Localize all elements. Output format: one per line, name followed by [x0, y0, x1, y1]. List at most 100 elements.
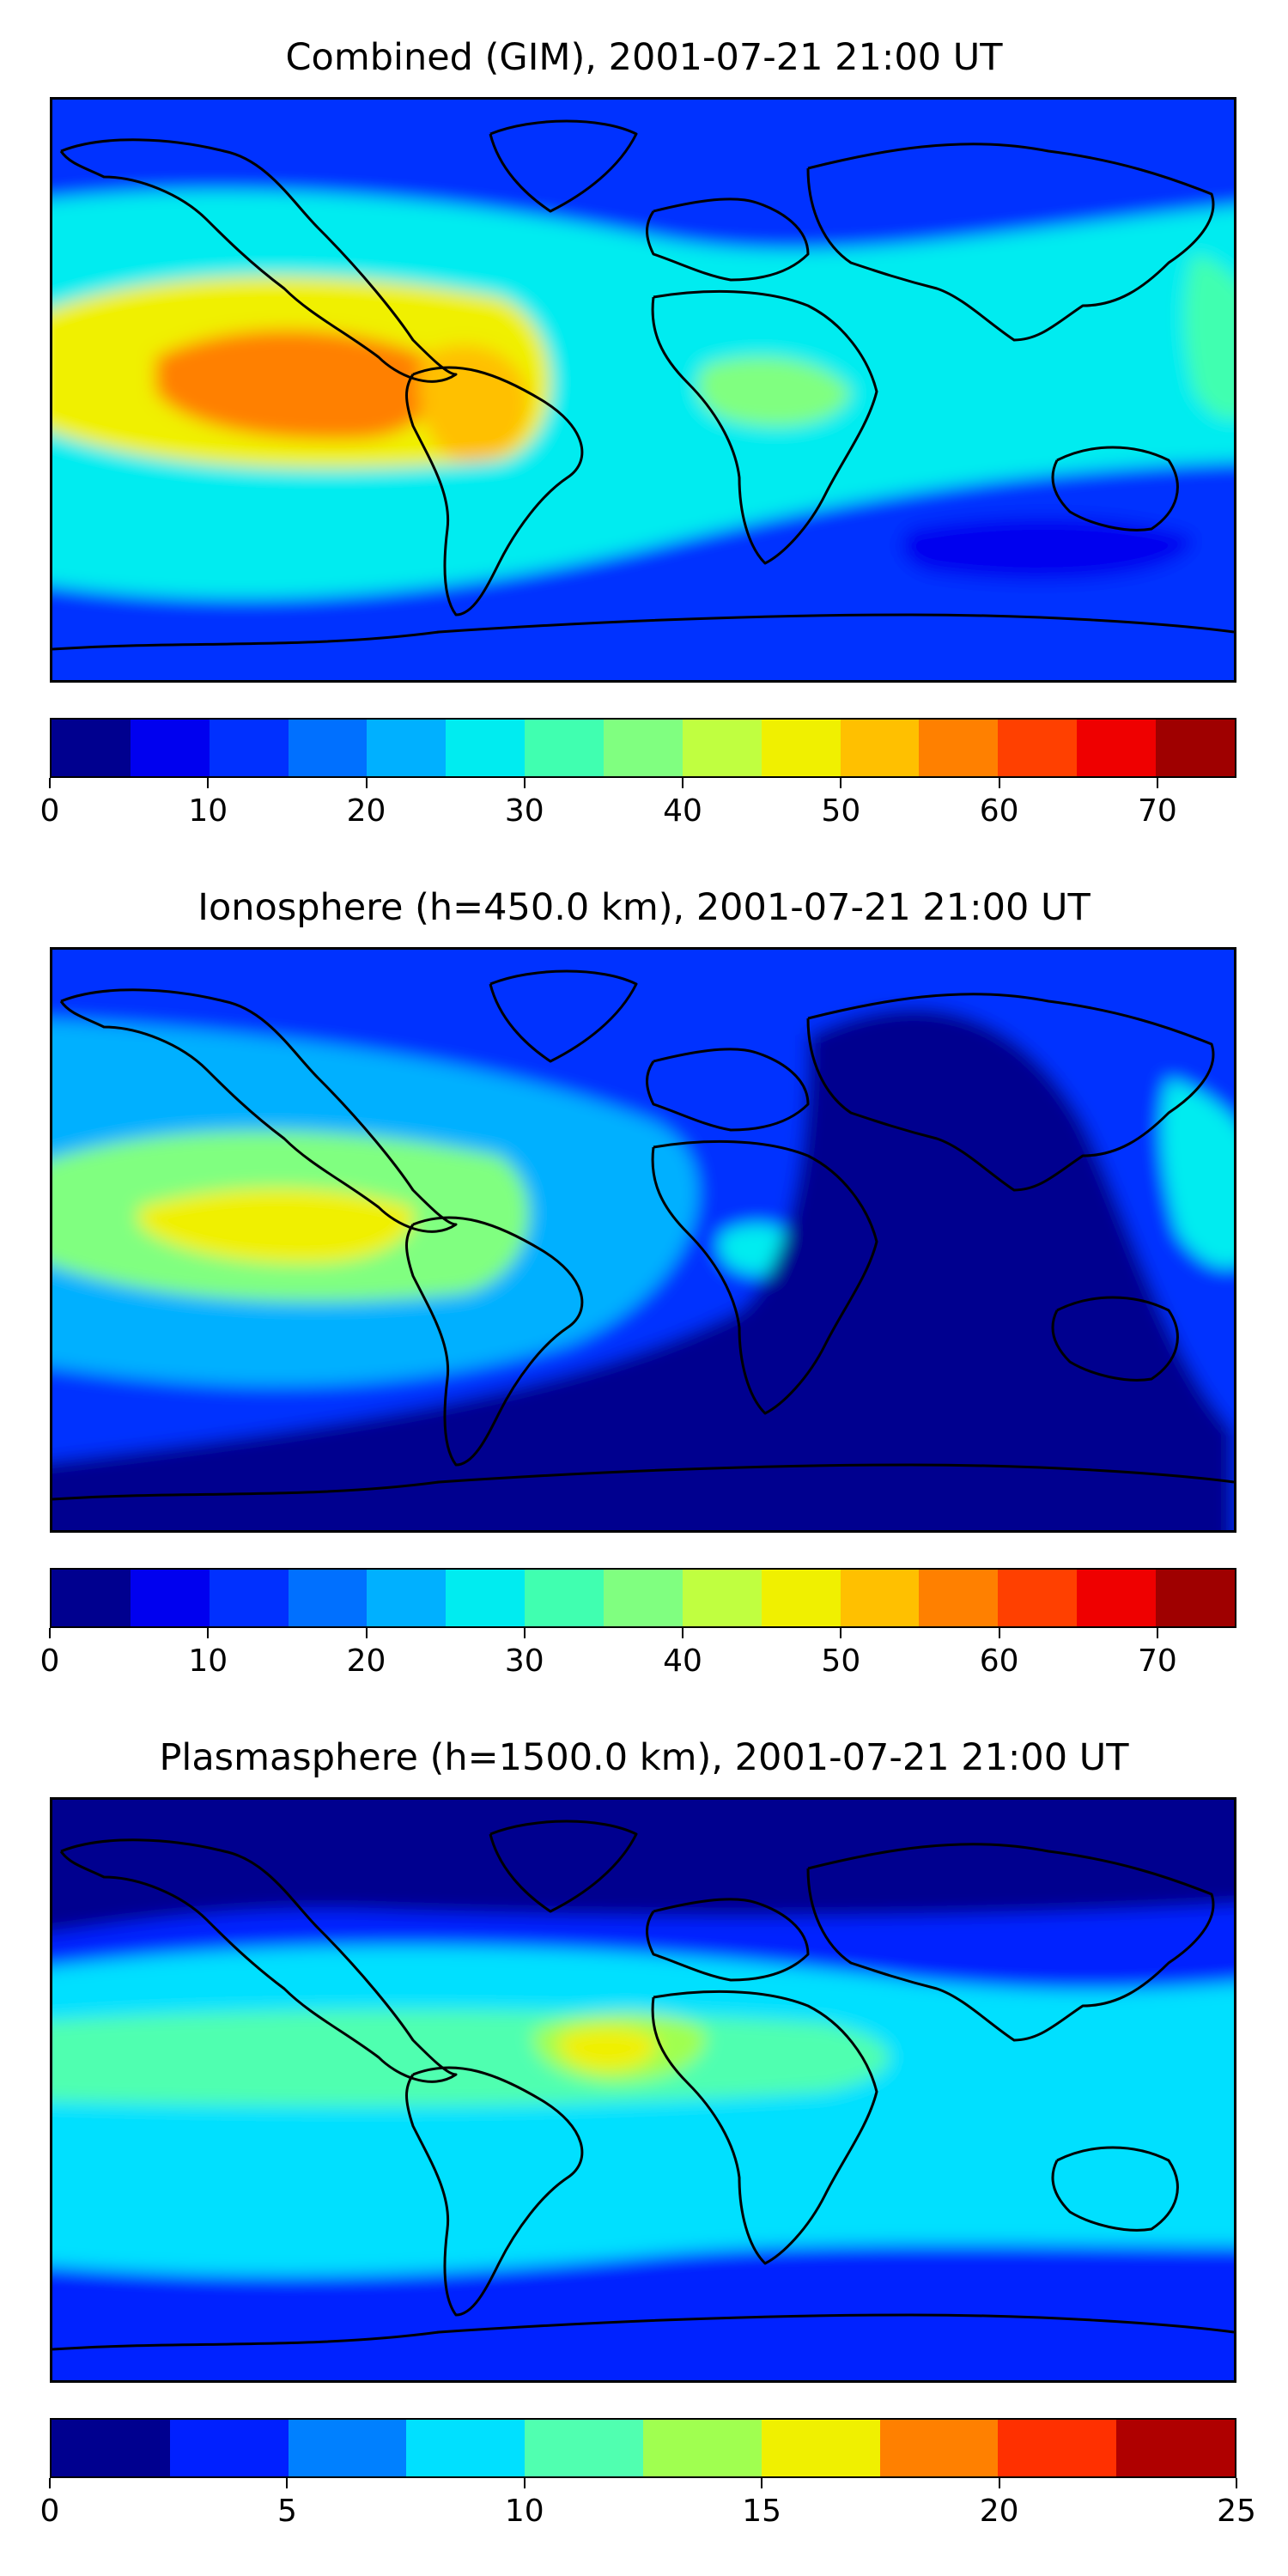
colorbar-tick-label: 0	[39, 1643, 60, 1679]
colorbar-segment	[1077, 1570, 1157, 1626]
field-southern-ocean-low	[901, 517, 1194, 580]
coast-greenland	[489, 1820, 638, 1913]
colorbar-tick	[1156, 1628, 1158, 1638]
field-pacific-core	[138, 1188, 415, 1264]
colorbar-tick	[49, 778, 51, 788]
colorbar-segment	[52, 720, 131, 776]
colorbar-segment	[998, 2420, 1117, 2476]
colorbar-tick	[1156, 778, 1158, 788]
colorbar-tick	[207, 778, 210, 788]
colorbar-segment	[998, 1570, 1078, 1626]
colorbar-segment	[446, 720, 526, 776]
coast-north-america	[59, 1838, 458, 2083]
colorbar-tick-label: 20	[979, 2494, 1019, 2529]
colorbar-tick-label: 40	[663, 1643, 702, 1679]
coast-africa	[651, 1990, 878, 2265]
field-equatorial-band	[52, 1946, 1234, 2275]
colorbar-tick	[761, 2478, 763, 2488]
panel-3-colorbar-ticks: 0 5 10 15 20 25	[40, 2478, 1256, 2530]
panel-1-map-svg	[52, 100, 1234, 680]
colorbar-segment	[1156, 1570, 1235, 1626]
panel-2-colorbar	[50, 1568, 1236, 1628]
panel-3-colorbar	[50, 2418, 1236, 2478]
colorbar-tick	[840, 778, 842, 788]
colorbar-tick	[682, 778, 684, 788]
coast-greenland	[489, 969, 638, 1063]
colorbar-segment	[367, 1570, 447, 1626]
colorbar-tick-label: 50	[821, 793, 861, 829]
coast-north-america	[59, 138, 458, 383]
panel-2-title: Ionosphere (h=450.0 km), 2001-07-21 21:0…	[197, 886, 1091, 929]
panel-3-map	[50, 1797, 1236, 2383]
colorbar-tick-label: 10	[504, 2494, 544, 2529]
colorbar-tick-label: 10	[188, 1643, 228, 1679]
colorbar-segment	[130, 1570, 210, 1626]
colorbar-tick	[286, 2478, 289, 2488]
colorbar-segment	[761, 720, 841, 776]
coast-antarctica	[52, 2313, 1234, 2351]
colorbar-tick-label: 0	[39, 793, 60, 829]
colorbar-tick	[365, 778, 368, 788]
colorbar-segment	[682, 1570, 762, 1626]
colorbar-tick-label: 30	[504, 793, 544, 829]
coast-greenland	[489, 119, 638, 213]
colorbar-tick-label: 5	[276, 2494, 297, 2529]
colorbar-tick-label: 70	[1137, 1643, 1177, 1679]
colorbar-tick	[365, 1628, 368, 1638]
panel-2-colorbar-ticks: 0 10 20 30 40 50 60 70	[40, 1628, 1236, 1680]
colorbar-tick	[49, 2478, 51, 2488]
coast-south-america	[405, 366, 584, 617]
colorbar-tick-label: 20	[346, 793, 386, 829]
colorbar-segment	[525, 720, 605, 776]
panel-1-colorbar	[50, 718, 1236, 778]
field-polar-low	[52, 1800, 1234, 1933]
panel-2-map	[50, 947, 1236, 1533]
field-africa-patch	[697, 357, 851, 426]
colorbar-segment	[840, 720, 920, 776]
coastlines	[52, 119, 1234, 651]
coast-africa	[651, 289, 878, 565]
coast-australia	[1051, 2146, 1179, 2232]
colorbar-tick-label: 30	[504, 1643, 544, 1679]
coast-africa	[651, 1139, 878, 1415]
colorbar-segment	[1116, 2420, 1235, 2476]
colorbar-segment	[642, 2420, 762, 2476]
coast-europe	[646, 197, 810, 282]
colorbar-segment	[288, 2420, 407, 2476]
colorbar-segment	[367, 720, 447, 776]
colorbar-tick-label: 50	[821, 1643, 861, 1679]
colorbar-tick	[207, 1628, 210, 1638]
colorbar-segment	[209, 720, 289, 776]
colorbar-segment	[919, 1570, 999, 1626]
coast-antarctica	[52, 1463, 1234, 1501]
coast-australia	[1051, 1296, 1179, 1382]
colorbar-segment	[879, 2420, 999, 2476]
coast-europe	[646, 1898, 810, 1982]
colorbar-tick-label: 25	[1217, 2494, 1256, 2529]
colorbar-tick	[998, 2478, 1000, 2488]
coastlines	[52, 1820, 1234, 2351]
coast-south-america	[405, 2066, 584, 2317]
colorbar-segment	[288, 1570, 368, 1626]
colorbar-segment	[604, 1570, 683, 1626]
colorbar-tick-label: 20	[346, 1643, 386, 1679]
colorbar-tick	[523, 778, 526, 788]
field-east-edge-high	[1184, 254, 1234, 419]
coast-asia	[806, 1843, 1215, 2042]
coast-europe	[646, 1048, 810, 1132]
coastlines	[52, 969, 1234, 1501]
coast-south-america	[405, 1216, 584, 1467]
colorbar-tick-label: 60	[979, 793, 1019, 829]
colorbar-segment	[604, 720, 683, 776]
panel-1-title: Combined (GIM), 2001-07-21 21:00 UT	[285, 36, 1003, 79]
colorbar-tick-label: 60	[979, 1643, 1019, 1679]
colorbar-tick	[49, 1628, 51, 1638]
field-atlantic-peak	[558, 2026, 658, 2071]
colorbar-segment	[406, 2420, 526, 2476]
coast-australia	[1051, 446, 1179, 532]
field-pacific-core	[155, 330, 440, 440]
colorbar-segment	[761, 1570, 841, 1626]
panel-1-map	[50, 97, 1236, 683]
colorbar-segment	[998, 720, 1078, 776]
panel-2-map-svg	[52, 950, 1234, 1530]
